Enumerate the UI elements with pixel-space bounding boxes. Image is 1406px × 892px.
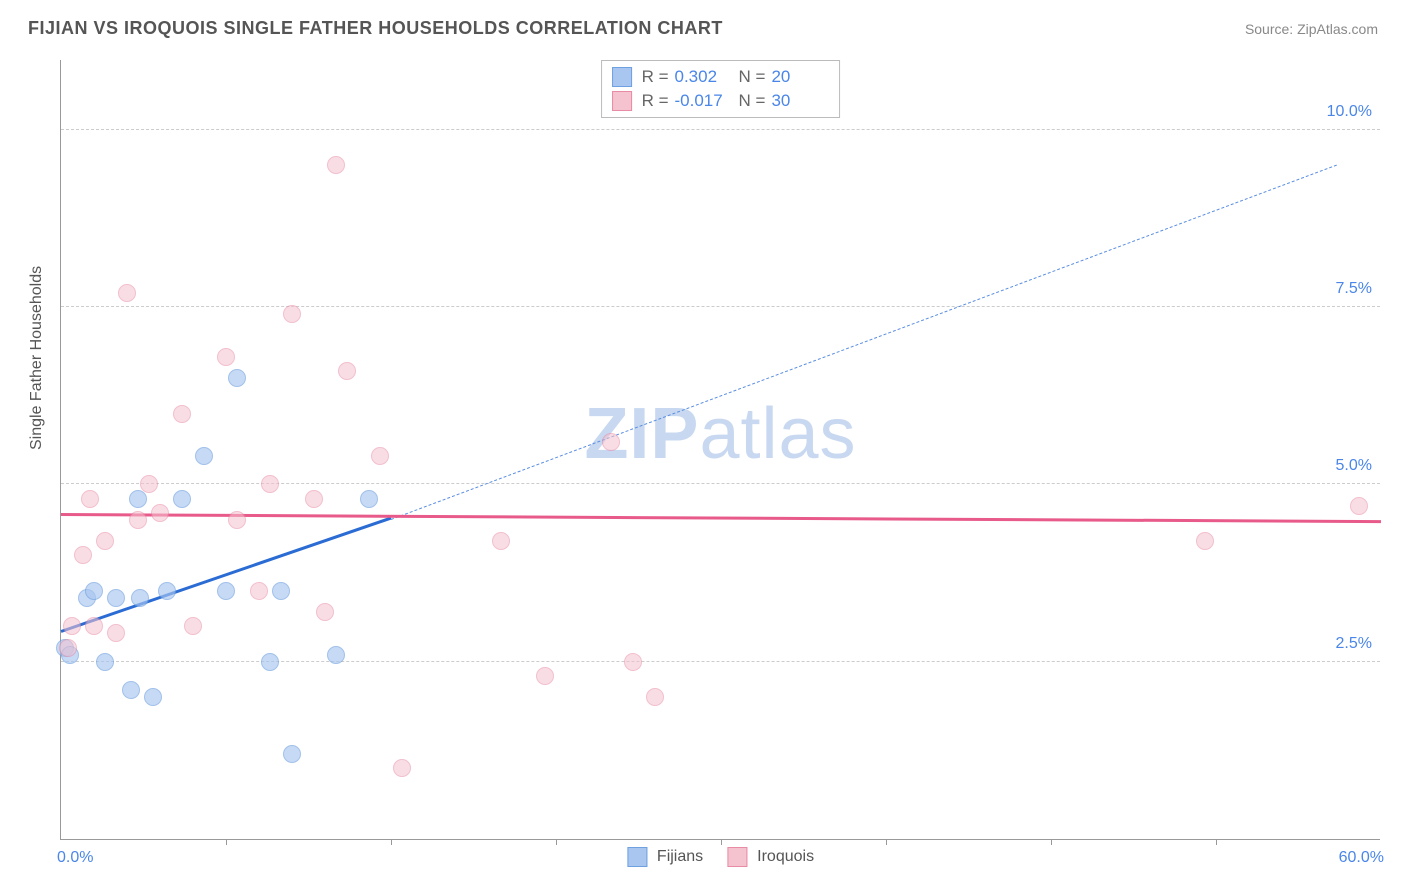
x-tick xyxy=(1051,839,1052,845)
data-point xyxy=(140,475,158,493)
y-axis-title: Single Father Households xyxy=(28,266,46,450)
data-point xyxy=(63,617,81,635)
data-point xyxy=(144,688,162,706)
gridline xyxy=(61,661,1380,662)
scatter-plot: ZIPatlas R = 0.302 N = 20 R = -0.017 N =… xyxy=(60,60,1380,840)
chart-title: FIJIAN VS IROQUOIS SINGLE FATHER HOUSEHO… xyxy=(28,18,723,39)
data-point xyxy=(107,589,125,607)
data-point xyxy=(602,433,620,451)
x-tick xyxy=(556,839,557,845)
legend-label-fijians: Fijians xyxy=(657,848,703,866)
watermark-rest: atlas xyxy=(699,394,856,474)
data-point xyxy=(107,624,125,642)
watermark: ZIPatlas xyxy=(584,393,856,475)
data-point xyxy=(122,681,140,699)
data-point xyxy=(393,759,411,777)
y-tick-label: 10.0% xyxy=(1327,103,1372,121)
data-point xyxy=(492,532,510,550)
data-point xyxy=(217,348,235,366)
legend-swatch-iroquois xyxy=(727,847,747,867)
title-bar: FIJIAN VS IROQUOIS SINGLE FATHER HOUSEHO… xyxy=(28,18,1378,39)
n-value-fijians: 20 xyxy=(771,65,829,89)
data-point xyxy=(283,305,301,323)
source-label: Source: ZipAtlas.com xyxy=(1245,21,1378,37)
n-label: N = xyxy=(739,65,766,89)
watermark-bold: ZIP xyxy=(584,394,699,474)
data-point xyxy=(131,589,149,607)
data-point xyxy=(81,490,99,508)
trend-line xyxy=(61,513,1381,523)
data-point xyxy=(305,490,323,508)
data-point xyxy=(261,653,279,671)
data-point xyxy=(360,490,378,508)
data-point xyxy=(96,532,114,550)
gridline xyxy=(61,306,1380,307)
stats-row-iroquois: R = -0.017 N = 30 xyxy=(612,89,830,113)
r-value-fijians: 0.302 xyxy=(675,65,733,89)
trend-line xyxy=(391,164,1337,519)
r-label: R = xyxy=(642,65,669,89)
x-tick xyxy=(1216,839,1217,845)
data-point xyxy=(195,447,213,465)
y-tick-label: 2.5% xyxy=(1336,635,1372,653)
data-point xyxy=(1196,532,1214,550)
data-point xyxy=(327,156,345,174)
data-point xyxy=(1350,497,1368,515)
data-point xyxy=(272,582,290,600)
data-point xyxy=(118,284,136,302)
data-point xyxy=(151,504,169,522)
legend-swatch-fijians xyxy=(627,847,647,867)
x-tick xyxy=(391,839,392,845)
gridline xyxy=(61,483,1380,484)
r-value-iroquois: -0.017 xyxy=(675,89,733,113)
data-point xyxy=(85,582,103,600)
data-point xyxy=(173,405,191,423)
data-point xyxy=(327,646,345,664)
data-point xyxy=(85,617,103,635)
data-point xyxy=(96,653,114,671)
data-point xyxy=(261,475,279,493)
data-point xyxy=(129,511,147,529)
x-max-label: 60.0% xyxy=(1339,849,1384,867)
n-value-iroquois: 30 xyxy=(771,89,829,113)
stats-box: R = 0.302 N = 20 R = -0.017 N = 30 xyxy=(601,60,841,118)
n-label: N = xyxy=(739,89,766,113)
legend-item-iroquois: Iroquois xyxy=(727,847,814,867)
data-point xyxy=(74,546,92,564)
data-point xyxy=(316,603,334,621)
swatch-fijians xyxy=(612,67,632,87)
legend: Fijians Iroquois xyxy=(627,847,814,867)
gridline xyxy=(61,129,1380,130)
data-point xyxy=(371,447,389,465)
data-point xyxy=(536,667,554,685)
data-point xyxy=(250,582,268,600)
x-tick xyxy=(226,839,227,845)
data-point xyxy=(217,582,235,600)
data-point xyxy=(624,653,642,671)
r-label: R = xyxy=(642,89,669,113)
y-tick-label: 7.5% xyxy=(1336,280,1372,298)
x-min-label: 0.0% xyxy=(57,849,93,867)
x-tick xyxy=(721,839,722,845)
data-point xyxy=(228,511,246,529)
data-point xyxy=(173,490,191,508)
data-point xyxy=(184,617,202,635)
data-point xyxy=(338,362,356,380)
data-point xyxy=(283,745,301,763)
swatch-iroquois xyxy=(612,91,632,111)
data-point xyxy=(228,369,246,387)
x-tick xyxy=(886,839,887,845)
data-point xyxy=(646,688,664,706)
data-point xyxy=(59,639,77,657)
legend-label-iroquois: Iroquois xyxy=(757,848,814,866)
y-tick-label: 5.0% xyxy=(1336,457,1372,475)
stats-row-fijians: R = 0.302 N = 20 xyxy=(612,65,830,89)
legend-item-fijians: Fijians xyxy=(627,847,703,867)
data-point xyxy=(158,582,176,600)
